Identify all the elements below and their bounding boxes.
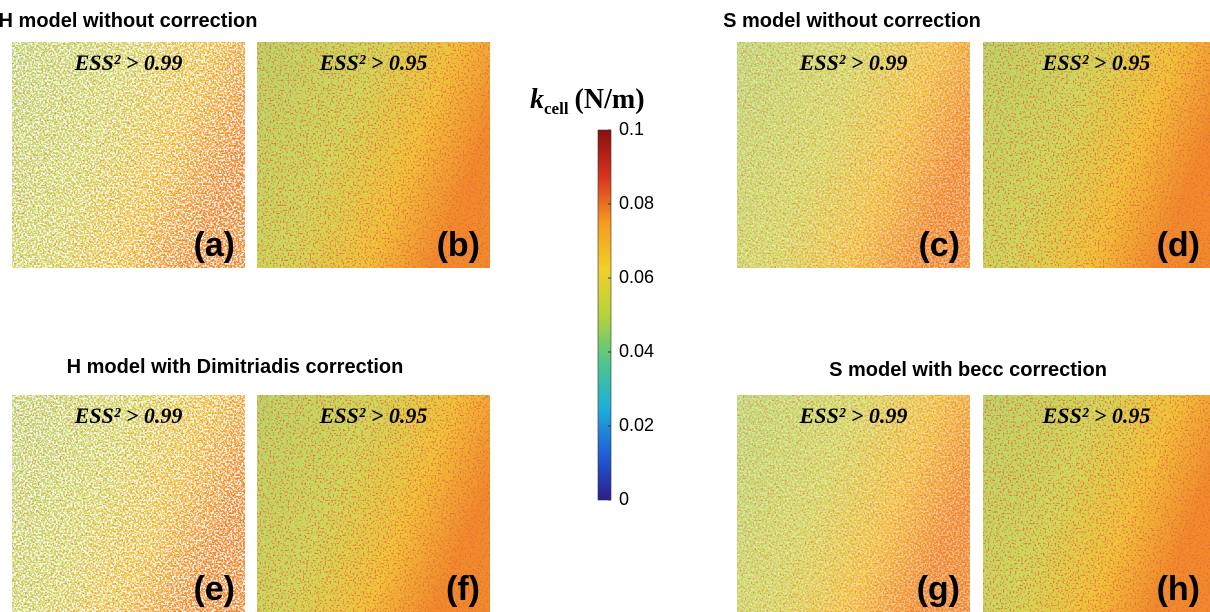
symbol: k — [530, 84, 544, 115]
threshold-label: ESS² > 0.99 — [799, 403, 908, 428]
threshold-label: ESS² > 0.99 — [74, 50, 183, 75]
colorbar — [597, 129, 612, 501]
heatmap-noise — [983, 395, 1210, 612]
threshold-label: ESS² > 0.95 — [1042, 50, 1151, 75]
svg-text:kcell(N/m): kcell (N/m) — [530, 84, 645, 118]
tick-label: 0.1 — [619, 119, 644, 139]
tick-label: 0 — [619, 489, 629, 509]
heatmap-noise — [983, 42, 1210, 268]
tick-label: 0.06 — [619, 267, 654, 287]
tick-label: 0.04 — [619, 341, 654, 361]
panel-label: (e) — [193, 570, 235, 608]
tick-label: 0.08 — [619, 193, 654, 213]
panel-label: (h) — [1157, 570, 1200, 608]
group-title: S model without correction — [723, 10, 981, 32]
heatmap-mask — [12, 42, 245, 268]
threshold-label: ESS² > 0.99 — [74, 403, 183, 428]
heatmap-noise — [257, 395, 490, 612]
tick-label: 0.02 — [619, 415, 654, 435]
threshold-label: ESS² > 0.99 — [799, 50, 908, 75]
group-title: S model with becc correction — [829, 359, 1107, 381]
unit: (N/m) — [575, 84, 645, 115]
heatmap-mask — [12, 395, 245, 612]
colorbar-title: kcell (N/m) — [530, 84, 645, 118]
panel-label: (b) — [437, 226, 480, 264]
threshold-label: ESS² > 0.95 — [319, 50, 428, 75]
subscript: cell — [544, 99, 569, 118]
heatmap-mask — [737, 395, 970, 612]
panel-label: (d) — [1157, 226, 1200, 264]
panel-label: (a) — [193, 226, 235, 264]
heatmap-noise — [257, 42, 490, 268]
panel-label: (g) — [917, 570, 960, 608]
threshold-label: ESS² > 0.95 — [1042, 403, 1151, 428]
threshold-label: ESS² > 0.95 — [319, 403, 428, 428]
group-title: H model without correction — [0, 10, 257, 32]
heatmap-mask — [737, 42, 970, 268]
panel-label: (f) — [446, 570, 480, 608]
group-title: H model with Dimitriadis correction — [67, 356, 404, 378]
panel-label: (c) — [918, 226, 960, 264]
